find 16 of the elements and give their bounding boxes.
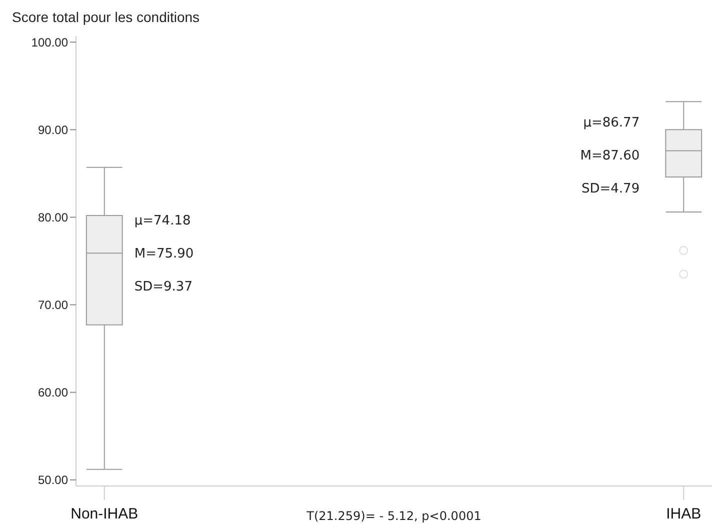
annotation: μ=86.77 [583,116,640,131]
y-tick-label: 90.00 [38,122,68,137]
chart-title: Score total pour les conditions [11,8,201,27]
y-tick-label: 70.00 [38,298,68,312]
annotation: SD=4.79 [582,182,640,197]
y-tick-label: 50.00 [38,473,68,488]
x-tick-label: Non-IHAB [70,506,138,523]
x-tick-label: IHAB [666,506,702,523]
annotation: μ=74.18 [134,213,191,228]
y-tick-label: 60.00 [38,386,68,400]
annotation: SD=9.37 [134,279,192,294]
y-tick-label: 100.00 [31,35,68,50]
y-tick-label: 80.00 [38,210,68,224]
text: T(21.259)= - 5.12, p<0.0001 [306,509,482,523]
annotation: M=75.90 [134,246,194,262]
annotation: M=87.60 [580,148,640,164]
